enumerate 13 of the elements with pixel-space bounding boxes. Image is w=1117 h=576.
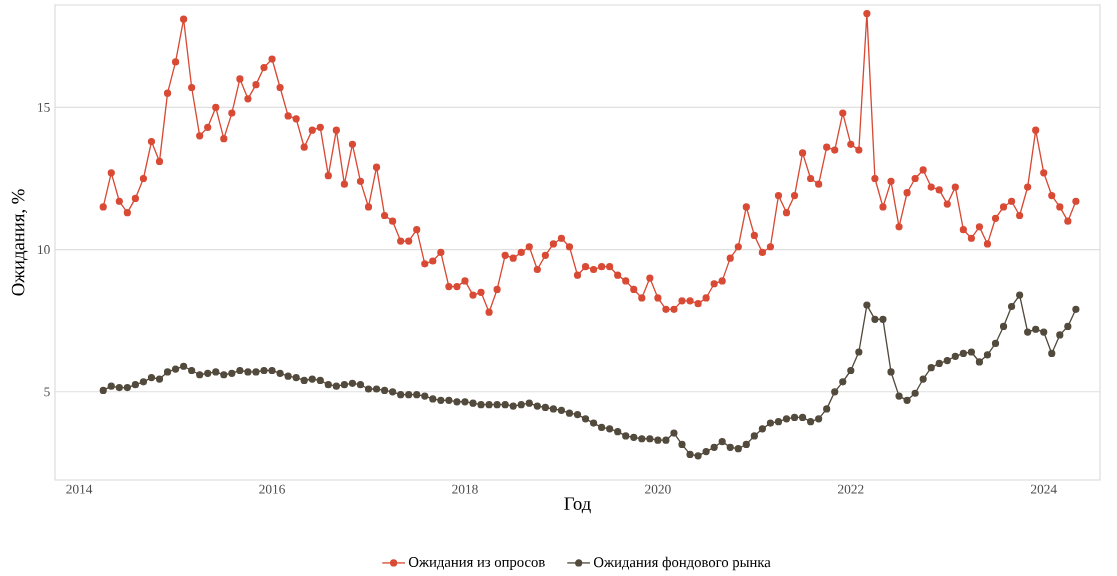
y-axis-title: Ожидания, % xyxy=(11,189,28,296)
x-tick-label: 2018 xyxy=(452,484,478,494)
x-tick-label: 2022 xyxy=(838,484,864,494)
legend-label: Ожидания фондового рынка xyxy=(593,556,771,571)
x-tick-label: 2016 xyxy=(259,484,285,494)
x-axis-title: Год xyxy=(564,497,591,514)
legend-label: Ожидания из опросов xyxy=(408,557,545,570)
x-tick-label: 2020 xyxy=(645,484,671,494)
y-tick-label: 15 xyxy=(38,102,50,112)
x-tick-label: 2024 xyxy=(1030,484,1057,494)
x-tick-label: 2014 xyxy=(66,484,93,494)
y-tick-label: 10 xyxy=(38,245,50,255)
y-tick-label: 5 xyxy=(44,387,50,397)
